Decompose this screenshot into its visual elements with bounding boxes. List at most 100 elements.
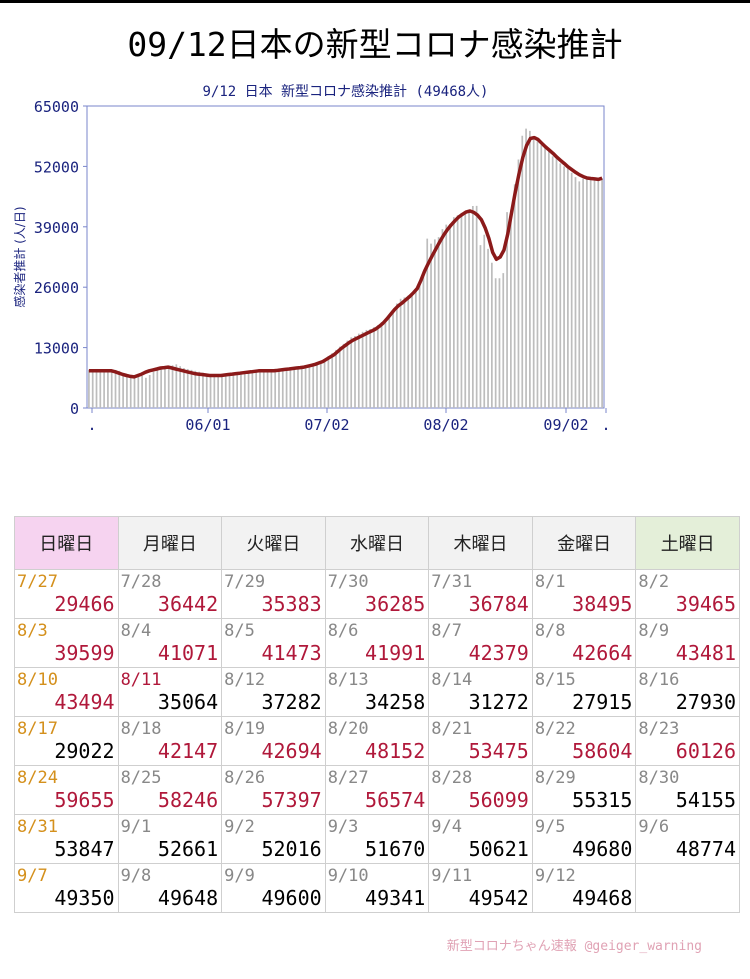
x-tick-label: . — [87, 416, 96, 434]
day-value: 41071 — [157, 641, 219, 665]
day-date: 8/6 — [327, 621, 359, 641]
day-value: 59655 — [54, 788, 115, 812]
calendar-week-row: 8/24 59655 8/25 58246 8/26 57397 8/27 56574 8/28… — [14, 765, 740, 815]
day-date: 9/7 — [17, 866, 48, 886]
weekday-header: 日曜日 — [14, 516, 119, 570]
calendar-day-cell: 9/12 49468 — [531, 863, 637, 913]
chart-svg: 9/12 日本 新型コロナ感染推計 (49468人) 0 13000 26000 390… — [12, 83, 611, 434]
weekday-header: 火曜日 — [221, 516, 326, 570]
chart-area: 9/12 日本 新型コロナ感染推計 (49468人) 0 13000 26000 390… — [0, 70, 750, 450]
day-date: 8/2 — [638, 572, 670, 592]
weekday-header: 木曜日 — [428, 516, 533, 570]
day-value: 48152 — [365, 739, 426, 763]
calendar-day-cell: 8/21 53475 — [428, 716, 533, 766]
calendar-day-cell: 9/1 52661 — [117, 814, 223, 864]
calendar-day-cell: 9/8 49648 — [117, 863, 223, 913]
day-date: 8/18 — [120, 719, 162, 739]
day-date: 8/9 — [638, 621, 670, 641]
calendar-day-cell: 8/13 34258 — [324, 667, 430, 717]
day-date: 8/21 — [431, 719, 473, 739]
day-value: 56099 — [468, 788, 529, 812]
day-date: 8/4 — [120, 621, 152, 641]
day-value: 49680 — [572, 837, 633, 861]
y-tick-label: 26000 — [34, 279, 79, 297]
day-value: 56574 — [365, 788, 426, 812]
calendar-header-row: 日曜日 月曜日 火曜日 水曜日 木曜日 金曜日 土曜日 — [14, 516, 740, 570]
day-value: 49542 — [468, 886, 529, 910]
calendar-week-row: 8/17 29022 8/18 42147 8/19 42694 8/20 48152 8/21… — [14, 716, 740, 766]
calendar-day-cell: 8/18 42147 — [117, 716, 223, 766]
calendar-day-cell: 8/10 43494 — [14, 667, 119, 717]
day-value: 49341 — [365, 886, 426, 910]
calendar-day-cell: 8/26 57397 — [221, 765, 326, 815]
day-value: 52016 — [261, 837, 322, 861]
y-tick-label: 39000 — [34, 219, 79, 237]
x-tick-label: . — [601, 416, 610, 434]
day-date: 8/28 — [431, 768, 473, 788]
day-value: 53475 — [468, 739, 529, 763]
day-date: 8/27 — [327, 768, 369, 788]
calendar-week-row: 8/3 39599 8/4 41071 8/5 41473 8/6 41991 8/7 42379… — [14, 618, 740, 668]
weekday-header: 土曜日 — [635, 516, 740, 570]
day-value: 42664 — [572, 641, 633, 665]
day-date: 8/15 — [534, 670, 576, 690]
day-value: 43494 — [54, 690, 115, 714]
day-date: 8/7 — [431, 621, 462, 641]
calendar-day-cell: 9/7 49350 — [14, 863, 119, 913]
day-value: 58246 — [157, 788, 219, 812]
calendar-day-cell: 7/27 29466 — [14, 569, 119, 619]
y-tick-label: 65000 — [34, 98, 79, 116]
calendar-day-cell: 8/31 53847 — [14, 814, 119, 864]
calendar-day-cell: 8/16 27930 — [635, 667, 740, 717]
trend-line — [88, 135, 603, 379]
calendar-day-cell: 8/28 56099 — [428, 765, 533, 815]
calendar-body: 7/27 29466 7/28 36442 7/29 35383 7/30 36285 7/31… — [14, 569, 740, 913]
day-date: 9/8 — [120, 866, 152, 886]
day-date: 8/20 — [327, 719, 369, 739]
calendar-day-cell: 8/15 27915 — [531, 667, 637, 717]
y-tick-label: 0 — [70, 400, 79, 418]
day-date: 8/19 — [224, 719, 266, 739]
day-value: 27915 — [572, 690, 633, 714]
day-date: 8/17 — [17, 719, 58, 739]
calendar-day-cell: 8/8 42664 — [531, 618, 637, 668]
calendar-day-cell: 7/28 36442 — [117, 569, 223, 619]
calendar-day-cell: 8/11 35064 — [117, 667, 223, 717]
chart-title: 9/12 日本 新型コロナ感染推計 (49468人) — [202, 83, 488, 100]
x-tick-label: 06/01 — [185, 416, 230, 434]
calendar-day-cell: 9/6 48774 — [635, 814, 740, 864]
day-date: 9/9 — [224, 866, 255, 886]
calendar-day-cell: 7/31 36784 — [428, 569, 533, 619]
day-date: 8/14 — [431, 670, 473, 690]
day-date: 9/10 — [327, 866, 369, 886]
day-date: 7/30 — [327, 572, 369, 592]
day-value: 36285 — [365, 592, 426, 616]
day-value: 36442 — [157, 592, 219, 616]
calendar-day-cell: 8/12 37282 — [221, 667, 326, 717]
day-date: 8/1 — [534, 572, 566, 592]
day-date: 8/10 — [17, 670, 58, 690]
day-value: 49648 — [157, 886, 219, 910]
weekday-header: 水曜日 — [324, 516, 430, 570]
top-divider — [0, 0, 750, 3]
y-axis-label: 感染者推計 (人/日) — [12, 206, 27, 307]
calendar-week-row: 7/27 29466 7/28 36442 7/29 35383 7/30 36285 7/31… — [14, 569, 740, 619]
day-value: 42379 — [468, 641, 529, 665]
calendar-day-cell: 8/27 56574 — [324, 765, 430, 815]
day-date: 9/2 — [224, 817, 255, 837]
day-date: 9/1 — [120, 817, 152, 837]
calendar-day-cell: 8/25 58246 — [117, 765, 223, 815]
day-value: 49350 — [54, 886, 115, 910]
day-date: 8/16 — [638, 670, 680, 690]
calendar-day-cell: 9/9 49600 — [221, 863, 326, 913]
day-value: 39465 — [675, 592, 736, 616]
calendar-day-cell: 9/4 50621 — [428, 814, 533, 864]
day-value: 38495 — [572, 592, 633, 616]
calendar-day-cell: 8/14 31272 — [428, 667, 533, 717]
calendar-week-row: 8/31 53847 9/1 52661 9/2 52016 9/3 51670 9/4 5062… — [14, 814, 740, 864]
calendar-day-cell: 8/22 58604 — [531, 716, 637, 766]
day-date: 8/24 — [17, 768, 58, 788]
day-value: 41991 — [365, 641, 426, 665]
calendar-day-cell: 8/23 60126 — [635, 716, 740, 766]
day-date: 8/29 — [534, 768, 576, 788]
